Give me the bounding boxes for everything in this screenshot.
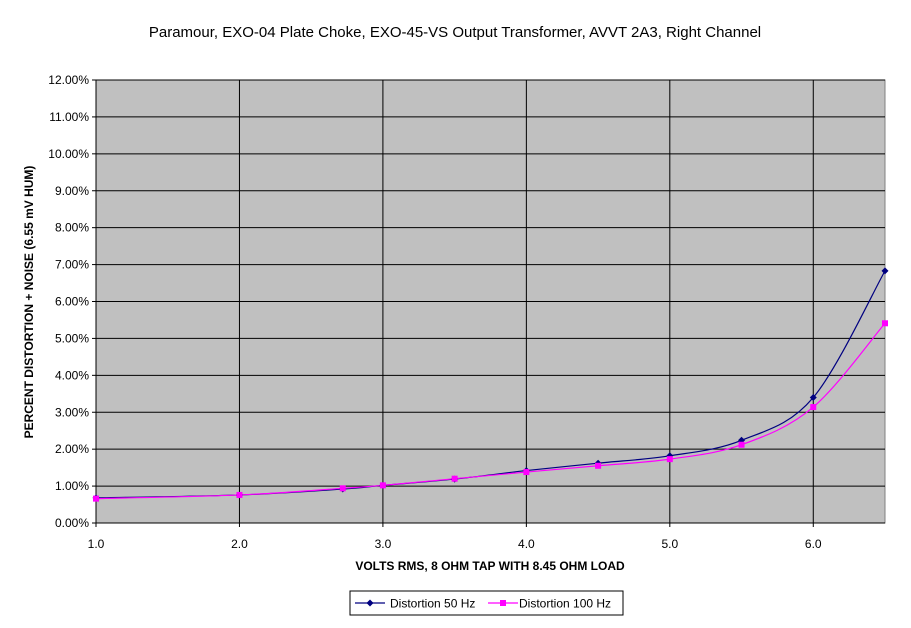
data-point-100hz <box>451 475 458 482</box>
series-markers <box>92 267 889 502</box>
legend-marker-100hz <box>500 600 506 606</box>
y-tick-label: 6.00% <box>55 295 89 309</box>
y-tick-label: 1.00% <box>55 479 89 493</box>
y-tick-label: 10.00% <box>48 147 89 161</box>
y-tick-label: 0.00% <box>55 516 89 530</box>
data-point-100hz <box>379 482 386 489</box>
x-tick-label: 3.0 <box>375 537 392 551</box>
data-point-100hz <box>810 404 817 411</box>
x-axis-label: VOLTS RMS, 8 OHM TAP WITH 8.45 OHM LOAD <box>355 559 625 573</box>
y-tick-label: 4.00% <box>55 368 89 382</box>
legend-label-100hz: Distortion 100 Hz <box>519 597 611 611</box>
y-tick-label: 7.00% <box>55 258 89 272</box>
x-tick-label: 6.0 <box>805 537 822 551</box>
y-tick-label: 2.00% <box>55 442 89 456</box>
data-point-50hz <box>809 393 817 401</box>
y-axis-label: PERCENT DISTORTION + NOISE (6.55 mV HUM) <box>22 166 36 439</box>
legend-box <box>349 590 624 616</box>
x-axis-ticks: 1.0 2.0 3.0 4.0 5.0 6.0 <box>88 523 822 551</box>
y-tick-label: 8.00% <box>55 221 89 235</box>
y-tick-label: 5.00% <box>55 331 89 345</box>
data-point-50hz <box>881 267 889 275</box>
legend-label-50hz: Distortion 50 Hz <box>390 597 475 611</box>
y-tick-label: 3.00% <box>55 405 89 419</box>
x-tick-label: 2.0 <box>231 537 248 551</box>
y-axis-ticks: 0.00% 1.00% 2.00% 3.00% 4.00% 5.00% 6.00% 7.00%… <box>48 73 96 530</box>
data-point-100hz <box>666 456 673 463</box>
y-tick-label: 9.00% <box>55 184 89 198</box>
data-point-100hz <box>93 495 99 502</box>
legend-marker-50hz <box>366 599 374 607</box>
chart-title: Paramour, EXO-04 Plate Choke, EXO-45-VS … <box>149 24 761 41</box>
legend: Distortion 50 Hz Distortion 100 Hz <box>349 590 624 616</box>
x-tick-label: 5.0 <box>661 537 678 551</box>
x-tick-label: 1.0 <box>88 537 105 551</box>
data-point-100hz <box>738 441 745 448</box>
data-point-100hz <box>339 485 346 492</box>
data-point-100hz <box>523 469 530 476</box>
data-point-100hz <box>236 491 243 498</box>
x-tick-label: 4.0 <box>518 537 535 551</box>
data-point-100hz <box>595 462 602 469</box>
y-tick-label: 12.00% <box>48 73 89 87</box>
y-tick-label: 11.00% <box>49 110 89 124</box>
data-point-100hz <box>882 320 888 327</box>
